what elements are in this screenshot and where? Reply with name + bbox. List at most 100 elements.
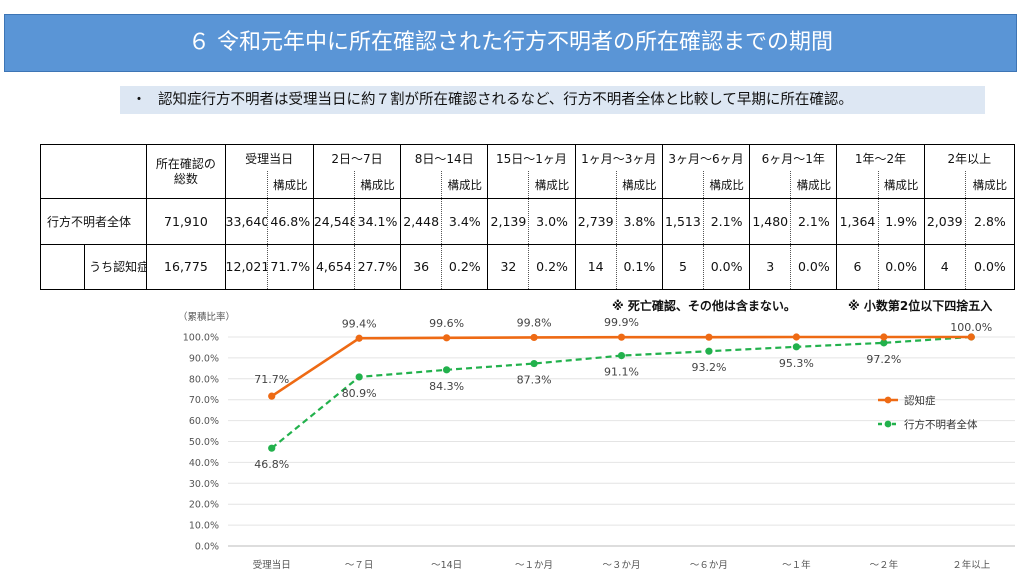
period-header: 受理当日: [224, 144, 314, 172]
y-tick-label: 70.0%: [189, 395, 219, 406]
page-title: ６ 令和元年中に所在確認された行方不明者の所在確認までの期間: [4, 14, 1017, 72]
count-cell: 33,640: [224, 198, 268, 245]
ratio-cell: 46.8%: [266, 198, 314, 245]
count-cell: 36: [400, 243, 443, 291]
note-rounding: ※ 小数第2位以下四捨五入: [848, 299, 993, 313]
data-label: 100.0%: [950, 321, 992, 334]
count-subheader: [224, 171, 268, 200]
ratio-cell: 27.7%: [353, 243, 402, 291]
x-tick-label: ２年以上: [952, 559, 991, 571]
data-label: 97.2%: [866, 353, 901, 366]
count-cell: 4: [923, 243, 966, 291]
count-subheader: [836, 171, 879, 200]
ratio-subheader: 構成比: [964, 171, 1016, 200]
data-point: [880, 333, 888, 341]
x-tick-label: ～14日: [431, 560, 462, 571]
x-tick-label: ～２年: [870, 559, 899, 571]
data-point: [530, 333, 538, 342]
x-tick-label: ～３か月: [602, 560, 640, 571]
data-point: [443, 334, 451, 342]
ratio-cell: 0.0%: [790, 243, 838, 291]
data-label: 46.8%: [254, 458, 289, 471]
count-subheader: [661, 171, 705, 200]
count-subheader: [923, 171, 966, 200]
count-cell: 4,654: [312, 243, 355, 291]
row-label-dementia: うち認知症: [84, 243, 148, 291]
y-tick-label: 90.0%: [189, 353, 219, 364]
count-cell: 14: [574, 243, 617, 291]
period-header: 1ヶ月～3ヶ月: [574, 144, 663, 172]
data-point: [268, 392, 276, 400]
data-point: [792, 333, 800, 341]
row-label-all: 行方不明者全体: [39, 198, 148, 245]
data-point: [617, 352, 626, 360]
ratio-subheader: 構成比: [615, 171, 663, 200]
period-header: 15日～1ヶ月: [487, 144, 576, 172]
period-header: 6ヶ月～1年: [749, 144, 838, 172]
count-cell: 32: [487, 243, 530, 291]
summary-banner: ・認知症行方不明者は受理当日に約７割が所在確認されるなど、行方不明者全体と比較し…: [120, 86, 985, 114]
count-cell: 2,139: [487, 198, 530, 245]
ratio-subheader: 構成比: [353, 171, 402, 200]
x-tick-label: ～１年: [782, 559, 811, 571]
total-value: 16,775: [146, 243, 226, 291]
ratio-cell: 71.7%: [266, 243, 314, 291]
period-header: 8日～14日: [400, 144, 489, 172]
data-point: [705, 333, 713, 341]
ratio-cell: 0.1%: [615, 243, 663, 291]
legend-marker: [884, 420, 892, 428]
legend-label: 行方不明者全体: [904, 418, 978, 431]
count-subheader: [312, 171, 355, 200]
count-subheader: [487, 171, 530, 200]
ratio-subheader: 構成比: [441, 171, 489, 200]
count-cell: 1,364: [836, 198, 879, 245]
data-point: [705, 347, 713, 355]
data-point: [268, 444, 276, 452]
count-cell: 12,021: [224, 243, 268, 291]
legend-marker: [884, 396, 892, 404]
x-tick-label: ～１か月: [515, 560, 553, 571]
count-subheader: [400, 171, 443, 200]
x-tick-label: 受理当日: [253, 559, 291, 571]
count-cell: 2,739: [574, 198, 617, 245]
data-label: 99.9%: [604, 316, 639, 329]
x-tick-label: ～７日: [345, 560, 374, 571]
y-tick-label: 10.0%: [189, 521, 219, 532]
period-header: 1年～2年: [836, 144, 925, 172]
period-table: 所在確認の総数 受理当日 2日～7日 8日～14日 15日～1ヶ月 1ヶ月～3ヶ…: [39, 143, 1016, 291]
data-point: [880, 339, 888, 347]
y-tick-label: 50.0%: [189, 437, 219, 448]
data-label: 99.4%: [342, 317, 377, 330]
ratio-cell: 1.9%: [877, 198, 925, 245]
data-label: 95.3%: [779, 357, 814, 370]
data-label: 91.1%: [604, 366, 639, 379]
data-label: 99.8%: [517, 316, 552, 329]
cumulative-line-chart: （累積比率） 0.0% 10.0% 20.0% 30.0% 40.0% 50.0% 60.0%…: [178, 311, 1015, 571]
data-label: 84.3%: [429, 380, 464, 393]
data-label: 80.9%: [342, 387, 377, 400]
count-subheader: [574, 171, 617, 200]
bullet-mark: ・: [131, 92, 147, 108]
ratio-cell: 0.0%: [877, 243, 925, 291]
count-cell: 3: [749, 243, 792, 291]
data-point: [355, 334, 363, 342]
period-header: 2日～7日: [312, 144, 402, 172]
ratio-cell: 0.0%: [703, 243, 751, 291]
legend-label: 認知症: [904, 394, 936, 407]
ratio-cell: 0.0%: [964, 243, 1016, 291]
count-cell: 1,480: [749, 198, 792, 245]
ratio-subheader: 構成比: [266, 171, 314, 200]
count-cell: 24,548: [312, 198, 355, 245]
data-label: 99.6%: [429, 317, 464, 330]
data-point: [443, 366, 451, 374]
y-tick-label: 60.0%: [189, 416, 219, 427]
ratio-subheader: 構成比: [703, 171, 751, 200]
count-cell: 2,039: [923, 198, 966, 245]
series-line: [271, 335, 972, 450]
ratio-cell: 34.1%: [353, 198, 402, 245]
indent-spacer: [39, 244, 86, 291]
ratio-cell: 3.8%: [615, 198, 663, 245]
ratio-subheader: 構成比: [790, 171, 838, 200]
data-point: [967, 333, 975, 341]
summary-text: 認知症行方不明者は受理当日に約７割が所在確認されるなど、行方不明者全体と比較して…: [158, 92, 853, 108]
